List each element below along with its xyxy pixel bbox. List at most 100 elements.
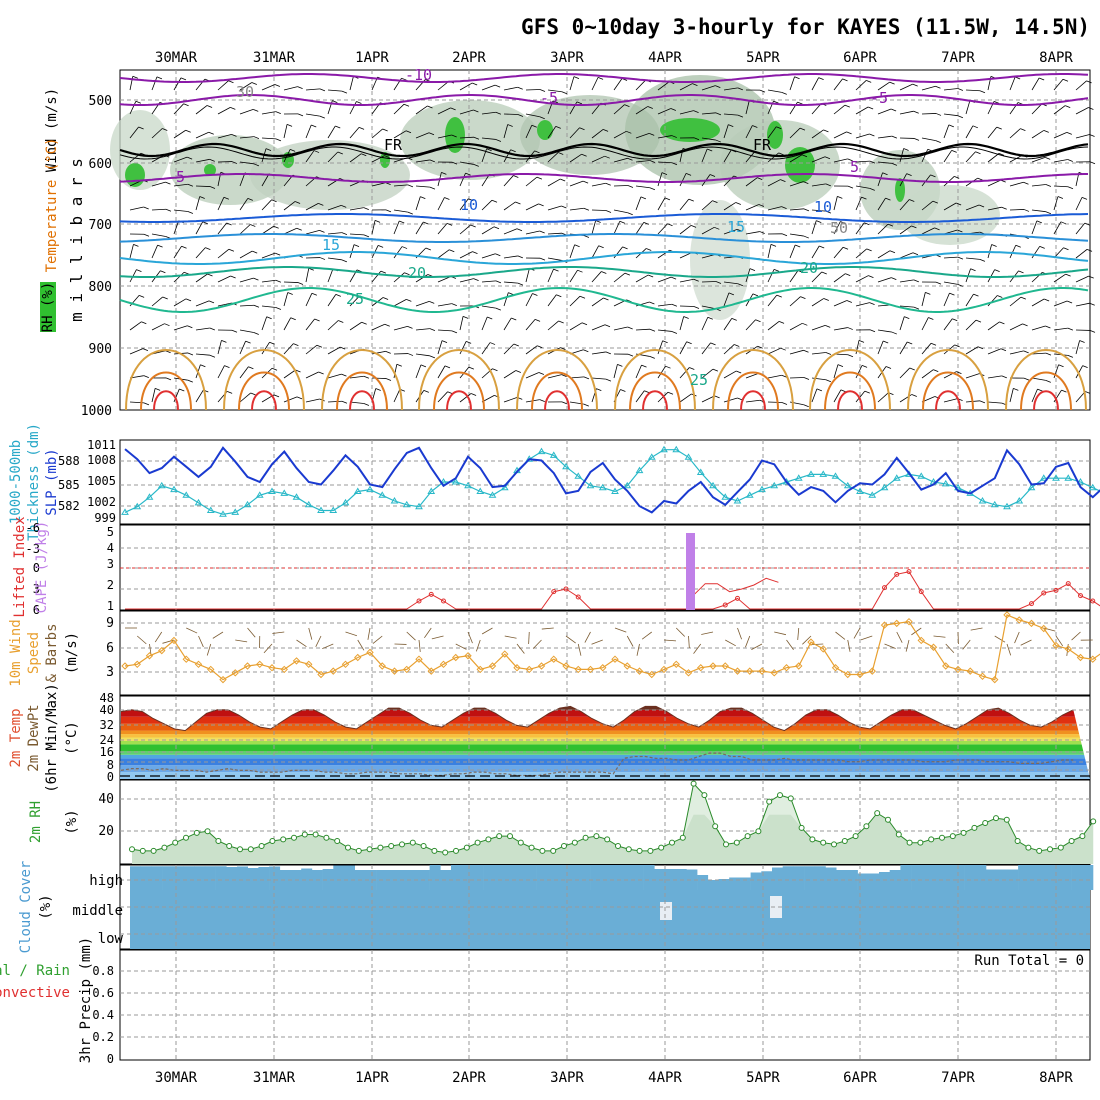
wind-barb bbox=[415, 196, 421, 211]
wind-barb bbox=[811, 220, 817, 235]
wind-barb bbox=[349, 101, 357, 115]
wind-barb bbox=[679, 198, 690, 211]
cape-tick: 2 bbox=[107, 578, 114, 592]
wind-barb-flag bbox=[385, 350, 391, 354]
wind-barb bbox=[569, 295, 581, 307]
wind10-legend-2: Speed bbox=[26, 632, 42, 674]
rh-shading bbox=[110, 110, 170, 190]
lifted-point bbox=[1065, 581, 1071, 587]
wind-barb-flag bbox=[385, 209, 392, 213]
wind-barb bbox=[261, 199, 272, 211]
wind-barb bbox=[261, 252, 276, 259]
wind-barb bbox=[239, 136, 254, 139]
wind-barb bbox=[745, 177, 758, 187]
wind-barb-flag bbox=[495, 111, 502, 115]
wind-barb bbox=[833, 104, 846, 115]
wind-barb-flag bbox=[781, 233, 788, 237]
lifted-line-4apr bbox=[692, 577, 779, 597]
wind-barb-flag bbox=[297, 86, 303, 90]
wind-barb-flag bbox=[866, 80, 872, 83]
wind-barb bbox=[415, 221, 424, 235]
thickness-point bbox=[623, 481, 632, 489]
rh-shading bbox=[720, 120, 840, 210]
cloud-high-bar bbox=[900, 865, 912, 890]
wind10-barb bbox=[541, 627, 554, 630]
rh-tick: 40 bbox=[98, 792, 114, 807]
wind-barb bbox=[151, 208, 167, 211]
lifted-point bbox=[575, 594, 581, 600]
wind-barb-flag bbox=[712, 368, 719, 372]
wind-barb bbox=[811, 103, 822, 115]
wind10-barb bbox=[186, 627, 198, 634]
wind-barb-flag bbox=[253, 277, 259, 281]
wind-barb-flag bbox=[209, 186, 216, 189]
wind-barb-flag bbox=[758, 204, 765, 207]
wind10-point bbox=[684, 669, 693, 677]
rh-point bbox=[820, 839, 827, 846]
wind10-point bbox=[207, 665, 215, 674]
wind-barb bbox=[943, 113, 958, 117]
wind10-point bbox=[378, 662, 386, 670]
wind-barb bbox=[635, 79, 647, 91]
cloud-high-bar bbox=[611, 865, 623, 890]
wind-barb-flag bbox=[885, 366, 892, 369]
rh-shading bbox=[400, 100, 540, 180]
wind10-barb bbox=[418, 639, 421, 652]
wind10-point bbox=[942, 662, 950, 670]
wind10-barb bbox=[154, 631, 163, 643]
wind-barb bbox=[591, 324, 606, 331]
wind-barb-flag bbox=[825, 325, 831, 328]
wind-barb bbox=[855, 106, 869, 115]
wind-barb bbox=[657, 135, 672, 139]
rh-point bbox=[723, 841, 729, 848]
wind-barb-flag bbox=[560, 178, 566, 182]
rh-point bbox=[215, 838, 222, 845]
date-label-top: 30MAR bbox=[155, 50, 198, 66]
wind-barb bbox=[1075, 80, 1087, 91]
thickness-point bbox=[647, 453, 656, 460]
rh-point bbox=[895, 831, 902, 838]
wind-barb bbox=[173, 298, 187, 307]
wind-barb bbox=[217, 365, 225, 379]
wind10-point bbox=[1089, 655, 1097, 663]
contour-label: 10 bbox=[814, 198, 832, 216]
wind10-barb bbox=[745, 635, 751, 648]
wind-barb-flag bbox=[143, 206, 149, 210]
cloud-high-bar bbox=[1028, 865, 1040, 890]
wind-barb-flag bbox=[361, 153, 367, 157]
wind-barb-flag bbox=[228, 80, 234, 84]
wind-barb-flag bbox=[776, 294, 782, 298]
temp-band bbox=[120, 765, 1090, 773]
wind10-barb bbox=[675, 627, 686, 637]
wind10-barb bbox=[372, 635, 383, 644]
wind-barb-flag bbox=[1067, 355, 1074, 358]
wind10-barb bbox=[636, 643, 640, 656]
wind-barb-flag bbox=[846, 300, 853, 303]
isotherm-arc bbox=[1033, 390, 1059, 411]
wind-barb-flag bbox=[297, 282, 304, 285]
rh-point bbox=[960, 829, 967, 836]
thickness-point bbox=[1076, 478, 1085, 485]
wind-barb-flag bbox=[749, 268, 756, 271]
cloud-high-bar bbox=[547, 865, 559, 890]
wind-barb-flag bbox=[795, 244, 801, 248]
wind10-barb bbox=[584, 631, 591, 643]
wind-barb-flag bbox=[515, 370, 521, 373]
wind-barb bbox=[987, 269, 995, 283]
wind-barb-flag bbox=[737, 87, 743, 91]
wind-barb-flag bbox=[1018, 270, 1024, 274]
wind-barb bbox=[195, 300, 210, 307]
wind-barb-flag bbox=[510, 149, 516, 153]
wind10-point bbox=[403, 665, 411, 674]
wind-barb-flag bbox=[686, 341, 692, 345]
thickness-point bbox=[219, 510, 227, 517]
wind-barb bbox=[657, 329, 672, 332]
isotherm-arc bbox=[544, 390, 570, 411]
run-total: Run Total = 0 bbox=[974, 953, 1084, 969]
cloud-high-bar bbox=[322, 869, 334, 890]
thickness-point bbox=[206, 506, 215, 513]
lifted-point bbox=[1078, 593, 1083, 599]
wind-barb bbox=[239, 172, 246, 187]
wind-barb-flag bbox=[573, 76, 580, 79]
wind-barb-flag bbox=[511, 317, 517, 321]
